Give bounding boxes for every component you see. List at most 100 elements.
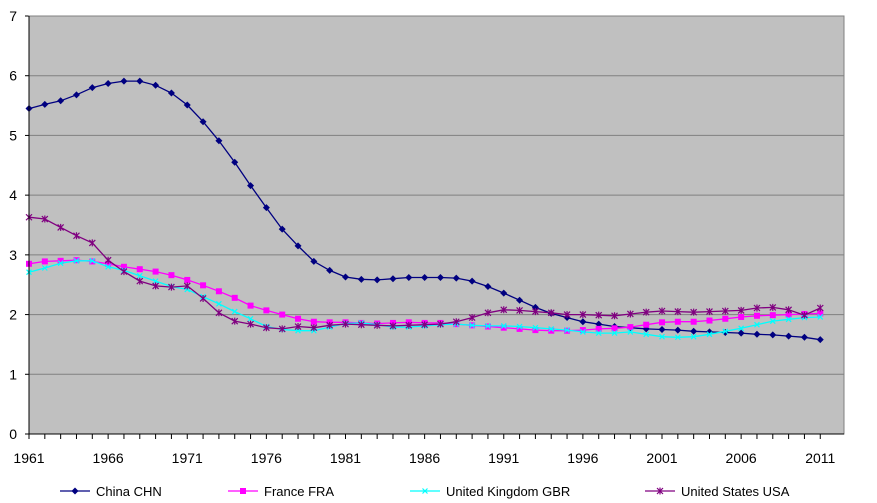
- data-point-x: [500, 322, 507, 329]
- x-tick-label: 1961: [13, 450, 44, 466]
- data-point-square: [579, 327, 586, 334]
- data-point-square: [611, 325, 618, 332]
- data-point-square: [152, 268, 159, 275]
- data-point-x: [722, 328, 729, 335]
- data-point-diamond: [405, 274, 413, 282]
- data-point-x: [595, 330, 602, 337]
- data-point-x: [469, 322, 476, 329]
- data-point-star: [690, 308, 698, 316]
- data-point-x: [690, 333, 697, 340]
- data-point-star: [658, 307, 666, 315]
- legend-label: United Kingdom GBR: [446, 484, 570, 499]
- data-point-diamond: [769, 331, 777, 339]
- data-point-x: [738, 325, 745, 332]
- data-point-diamond: [342, 273, 350, 281]
- data-point-star: [120, 268, 128, 276]
- data-point-star: [183, 282, 191, 290]
- y-tick-label: 3: [9, 247, 17, 263]
- data-point-star: [262, 324, 270, 332]
- data-point-x: [706, 331, 713, 338]
- data-point-x: [73, 257, 80, 264]
- data-point-x: [105, 263, 112, 270]
- data-point-square: [263, 307, 270, 314]
- data-point-star: [326, 321, 334, 329]
- data-point-x: [136, 272, 143, 279]
- data-point-x: [627, 328, 634, 335]
- data-point-square: [785, 311, 792, 318]
- y-tick-label: 4: [9, 187, 17, 203]
- legend-label: United States USA: [681, 484, 790, 499]
- data-point-diamond: [579, 318, 587, 326]
- data-point-square: [279, 311, 286, 318]
- data-point-star: [721, 307, 729, 315]
- data-point-star: [88, 239, 96, 247]
- data-point-star: [737, 306, 745, 314]
- data-point-star: [231, 317, 239, 325]
- data-point-diamond: [215, 137, 223, 145]
- x-tick-label: 1996: [567, 450, 598, 466]
- axes: 0 1 2 3 4 5 6 7 1961 1966 1971 1976 1981 1986 1991 1996…: [9, 8, 845, 466]
- data-point-diamond: [785, 332, 793, 340]
- data-point-x: [57, 260, 64, 267]
- data-point-star: [611, 312, 618, 320]
- legend-item: United States USA: [645, 484, 790, 499]
- data-point-star: [405, 321, 413, 329]
- data-point-square: [532, 327, 539, 334]
- data-point-star: [437, 320, 444, 328]
- data-point-square: [295, 315, 302, 322]
- data-point-star: [484, 309, 492, 317]
- data-point-star: [215, 309, 223, 317]
- data-point-diamond: [247, 182, 255, 190]
- data-point-diamond: [120, 77, 128, 85]
- data-point-square: [240, 488, 246, 494]
- y-tick-label: 7: [9, 8, 17, 24]
- legend: China CHN France FRA United Kingdom GBR Uni…: [60, 484, 790, 499]
- data-point-diamond: [326, 266, 334, 274]
- data-point-star: [642, 308, 650, 316]
- series-layer: [25, 77, 824, 344]
- data-point-x: [548, 325, 555, 332]
- plot-area: [29, 16, 844, 434]
- data-point-star: [373, 321, 381, 329]
- x-tick-label: 2006: [726, 450, 757, 466]
- data-point-star: [247, 320, 254, 328]
- data-point-diamond: [737, 329, 745, 337]
- data-point-x: [579, 328, 586, 335]
- data-point-square: [500, 324, 507, 331]
- data-point-diamond: [278, 225, 286, 233]
- data-point-x: [215, 300, 222, 307]
- data-point-diamond: [500, 289, 508, 297]
- data-point-x: [611, 330, 618, 337]
- data-point-x: [247, 315, 254, 322]
- y-tick-label: 2: [9, 307, 17, 323]
- y-tick-label: 1: [9, 366, 17, 382]
- data-point-star: [785, 306, 793, 314]
- data-point-star: [753, 304, 761, 312]
- data-point-diamond: [136, 77, 144, 85]
- data-point-diamond: [294, 242, 302, 250]
- data-point-diamond: [88, 84, 96, 92]
- data-point-star: [468, 314, 476, 322]
- data-point-diamond: [800, 333, 808, 341]
- data-point-diamond: [357, 275, 365, 283]
- data-point-diamond: [71, 487, 79, 495]
- data-point-star: [816, 304, 824, 312]
- data-point-diamond: [72, 91, 80, 99]
- data-point-x: [152, 278, 159, 285]
- data-point-x: [532, 324, 539, 331]
- data-point-star: [531, 308, 539, 316]
- data-point-diamond: [753, 330, 761, 338]
- data-point-x: [754, 321, 760, 328]
- data-point-diamond: [421, 274, 429, 282]
- data-point-star: [41, 215, 49, 223]
- data-point-star: [57, 223, 65, 231]
- data-point-star: [516, 306, 524, 314]
- data-point-x: [485, 322, 491, 329]
- data-point-square: [548, 327, 555, 334]
- data-point-star: [294, 323, 302, 331]
- data-point-star: [626, 310, 634, 318]
- data-point-star: [547, 309, 555, 317]
- data-point-diamond: [183, 101, 191, 109]
- data-point-square: [184, 276, 191, 283]
